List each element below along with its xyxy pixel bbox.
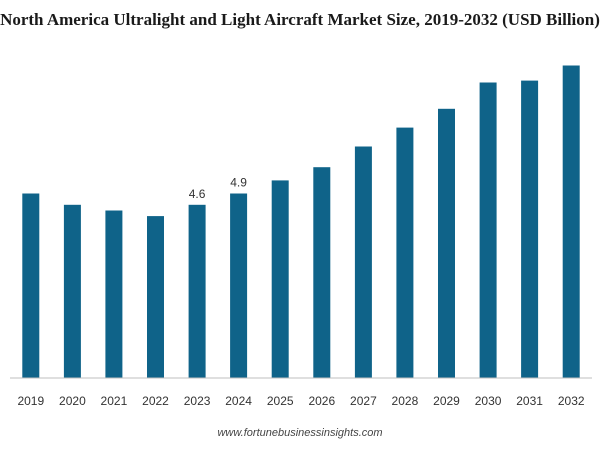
x-tick-label-2020: 2020	[59, 394, 86, 408]
bar-2031	[521, 80, 539, 378]
source-credit: www.fortunebusinessinsights.com	[217, 427, 383, 439]
bar-2032	[562, 65, 580, 378]
x-tick-label-2029: 2029	[433, 394, 460, 408]
x-tick-label-2026: 2026	[308, 394, 335, 408]
bar-2029	[438, 108, 455, 379]
bars-group	[22, 65, 580, 379]
data-labels: 4.6 4.9	[189, 176, 248, 201]
bar-2026	[313, 167, 331, 378]
bar-2023	[188, 204, 206, 378]
bar-2024	[230, 193, 248, 378]
data-label-2023: 4.6	[189, 187, 206, 201]
x-tick-label-2022: 2022	[142, 394, 169, 408]
x-tick-labels: 2019 2020 2021 2022 2023 2024 2025 2026 2027 2028…	[17, 394, 584, 408]
chart-title: North America Ultralight and Light Aircr…	[0, 10, 600, 29]
x-tick-label-2021: 2021	[101, 394, 128, 408]
x-tick-label-2019: 2019	[17, 394, 44, 408]
x-tick-label-2025: 2025	[267, 394, 294, 408]
x-tick-label-2023: 2023	[184, 394, 211, 408]
bar-2025	[271, 180, 289, 378]
bar-2022	[147, 216, 164, 378]
x-tick-label-2031: 2031	[516, 394, 543, 408]
bar-2021	[105, 210, 123, 378]
x-tick-label-2032: 2032	[558, 394, 585, 408]
bar-2027	[354, 146, 372, 378]
data-label-2024: 4.9	[230, 176, 247, 190]
x-tick-label-2027: 2027	[350, 394, 377, 408]
x-tick-label-2024: 2024	[225, 394, 252, 408]
x-tick-label-2030: 2030	[475, 394, 502, 408]
bar-2028	[396, 127, 414, 378]
bar-2020	[63, 204, 81, 378]
x-tick-label-2028: 2028	[392, 394, 419, 408]
bar-2019	[22, 193, 40, 378]
bar-2030	[479, 82, 497, 378]
